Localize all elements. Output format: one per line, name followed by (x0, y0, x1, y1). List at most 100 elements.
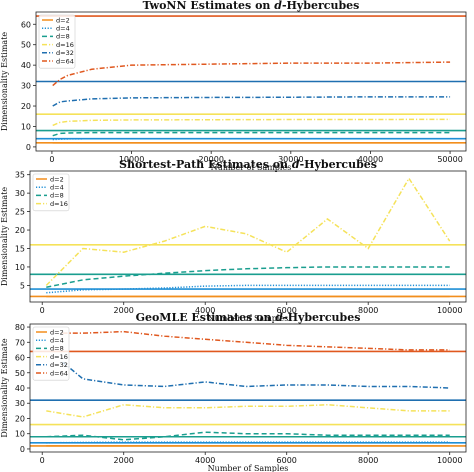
chart-title: GeoMLE Estimates on d-Hybercubes (136, 311, 361, 324)
series-line-d4 (46, 441, 450, 444)
series-group (46, 330, 450, 447)
legend-label-d2: d=2 (56, 16, 70, 24)
y-tick-label: 20 (15, 226, 25, 235)
plot-frame (35, 11, 467, 152)
y-tick-label: 0 (20, 445, 25, 454)
y-tick-label: 40 (15, 384, 25, 393)
x-tick-label: 4000 (195, 306, 215, 315)
legend-label-d32: d=32 (50, 361, 68, 369)
x-tick-label: 2000 (114, 306, 134, 315)
reference-lines (30, 350, 466, 447)
x-tick-label: 6000 (277, 306, 297, 315)
legend-label-d16: d=16 (50, 353, 68, 361)
series-line-d8 (46, 266, 450, 288)
y-tick-label: 10 (15, 263, 25, 272)
plot-frame (29, 323, 467, 453)
y-tick-label: 60 (15, 354, 25, 363)
series-line-d8 (52, 131, 451, 137)
y-tick-label: 25 (15, 208, 25, 217)
legend-label-d8: d=8 (56, 33, 70, 41)
y-tick-label: 50 (15, 369, 25, 378)
y-axis-label: Dimensionality Estimate (0, 338, 9, 438)
legend: d=2d=4d=8d=16d=32d=64 (38, 14, 76, 69)
x-tick-label: 10000 (119, 155, 144, 164)
x-tick-label: 0 (40, 456, 45, 465)
chart-title-variable: d (274, 0, 282, 12)
series-line-d64 (52, 61, 451, 87)
y-tick-label: 35 (15, 171, 25, 180)
y-tick-label: 20 (15, 414, 25, 423)
x-tick-label: 20000 (198, 155, 223, 164)
y-tick-label: 30 (15, 399, 25, 408)
y-tick-label: 10 (15, 430, 25, 439)
y-axis-label: Dimensionality Estimate (0, 32, 9, 132)
y-tick-label: 70 (15, 338, 25, 347)
legend-label-d8: d=8 (50, 345, 64, 353)
x-tick-label: 0 (49, 155, 54, 164)
y-tick-label: 15 (15, 244, 25, 253)
chart-title-suffix: -Hybercubes (283, 311, 360, 324)
legend-label-d4: d=4 (56, 25, 70, 33)
x-axis-label: Number of Samples (208, 314, 289, 323)
legend-label-d4: d=4 (50, 337, 64, 345)
legend-label-d2: d=2 (50, 328, 64, 336)
series-line-d4 (52, 137, 451, 141)
y-tick-label: 60 (21, 20, 31, 29)
series-line-d16 (45, 176, 451, 286)
series-line-d32 (52, 96, 451, 107)
legend-label-d16: d=16 (50, 200, 68, 208)
y-tick-label: 80 (15, 323, 25, 332)
series-line-d4 (46, 284, 450, 294)
legend-label-d64: d=64 (56, 57, 74, 65)
chart-panel-3: GeoMLE Estimates on d-Hybercubes 0 2000 40 0… (0, 311, 467, 472)
plot-frame (29, 170, 467, 303)
x-axis-label: Number of Samples (211, 163, 292, 172)
legend-box (32, 173, 70, 212)
x-tick-label: 8000 (358, 306, 378, 315)
chart-title-variable: d (292, 158, 300, 171)
reference-lines (30, 244, 466, 298)
series-group (52, 61, 451, 144)
series-line-d16 (46, 404, 450, 418)
chart-title-suffix: -Hybercubes (300, 158, 377, 171)
chart-title: TwoNN Estimates on d-Hybercubes (143, 0, 360, 12)
x-tick-label: 30000 (278, 155, 303, 164)
x-tick-label: 10000 (437, 306, 462, 315)
chart-title-prefix: TwoNN Estimates on (143, 0, 275, 12)
chart-panel-2: Shortest-Path Estimates on d-Hybercubes0… (0, 158, 467, 323)
x-axis-label: Number of Samples (208, 464, 289, 472)
x-tick-label: 2000 (114, 456, 134, 465)
chart-title-prefix: GeoMLE Estimates on (136, 311, 276, 324)
y-tick-label: 5 (20, 281, 25, 290)
legend-label-d16: d=16 (56, 41, 74, 49)
y-tick-label: 50 (21, 41, 31, 50)
x-tick-label: 6000 (277, 456, 297, 465)
x-tick-label: 0 (40, 306, 45, 315)
y-axis-label: Dimensionality Estimate (0, 187, 9, 287)
legend: d=2d=4d=8d=16d=32d=64 (32, 326, 70, 381)
y-tick-label: 10 (21, 122, 31, 131)
legend-label-d4: d=4 (50, 184, 64, 192)
legend-label-d32: d=32 (56, 49, 74, 57)
series-line-d32 (62, 361, 450, 389)
y-tick-label: 0 (26, 143, 31, 152)
legend: d=2d=4d=8d=16 (32, 173, 70, 212)
reference-lines (36, 15, 466, 144)
y-tick-label: 30 (15, 189, 25, 198)
y-tick-label: 30 (21, 82, 31, 91)
chart-title-prefix: Shortest-Path Estimates on (119, 158, 292, 171)
legend-label-d2: d=2 (50, 175, 64, 183)
series-group (45, 176, 451, 298)
legend-label-d8: d=8 (50, 192, 64, 200)
y-tick-label: 20 (21, 102, 31, 111)
chart-title-suffix: -Hybercubes (282, 0, 359, 12)
x-tick-label: 10000 (437, 456, 462, 465)
series-line-d8 (46, 431, 450, 441)
chart-title-variable: d (275, 311, 283, 324)
y-tick-label: 40 (21, 61, 31, 70)
legend-label-d64: d=64 (50, 369, 68, 377)
x-tick-label: 40000 (358, 155, 383, 164)
chart-title: Shortest-Path Estimates on d-Hybercubes (119, 158, 377, 171)
